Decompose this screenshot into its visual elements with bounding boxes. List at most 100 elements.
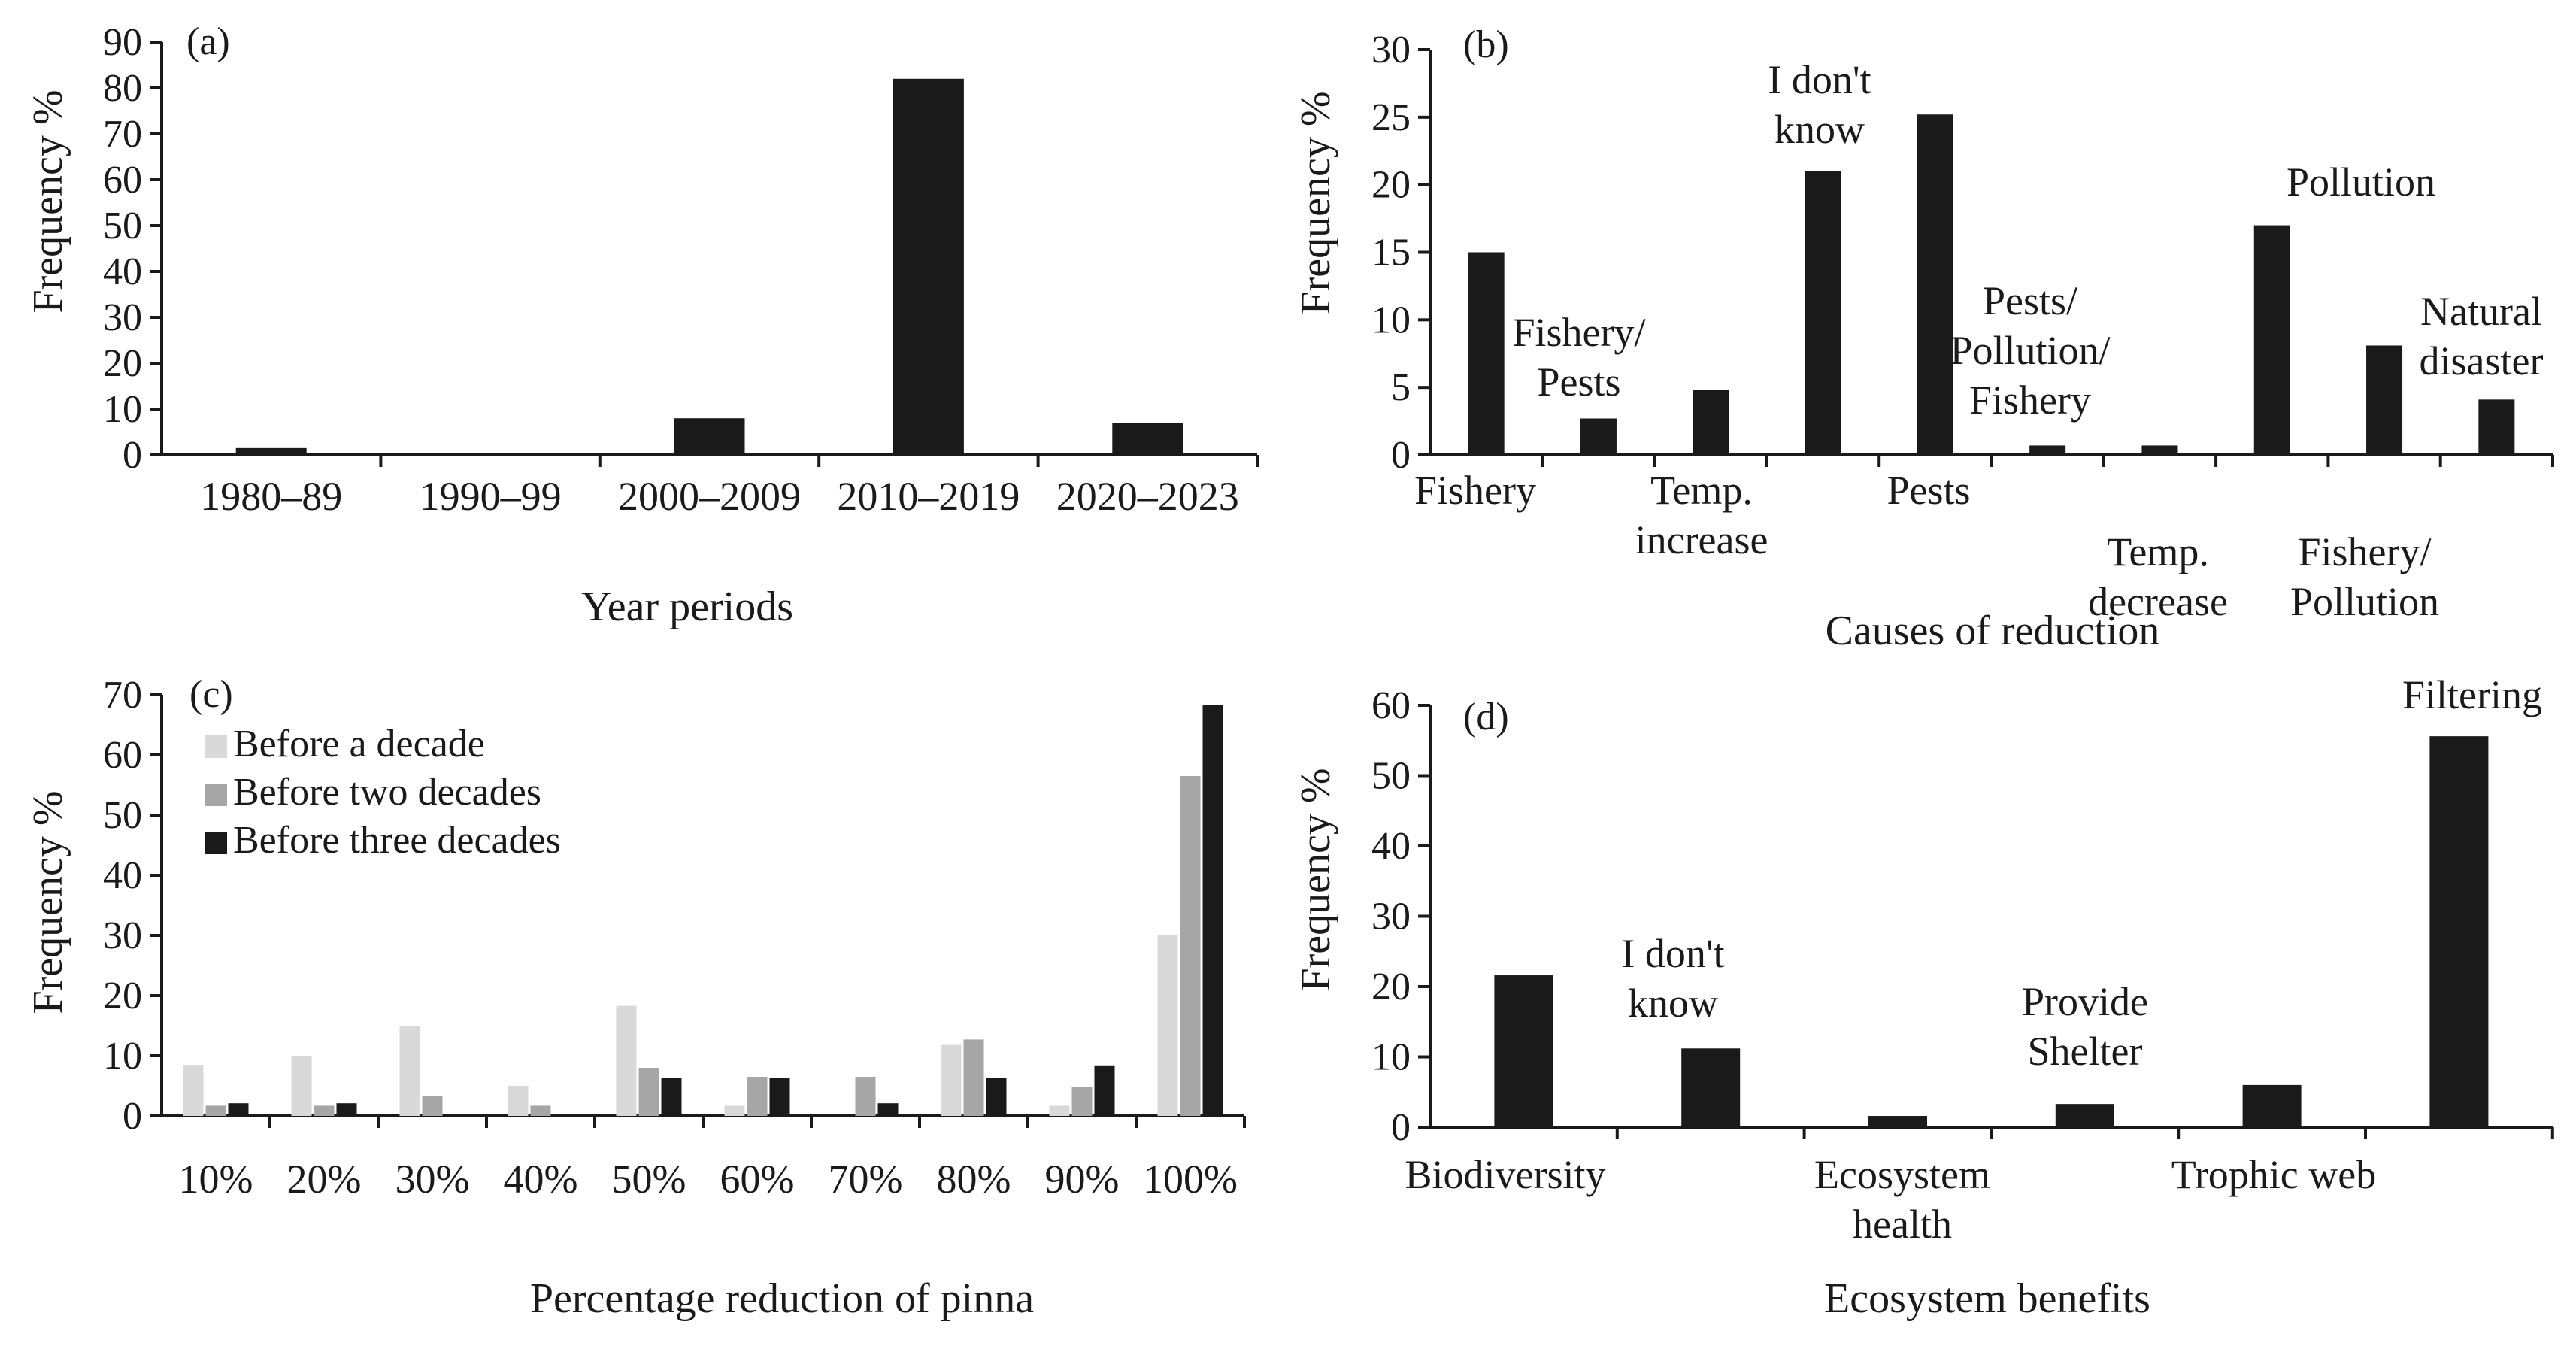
y-tick-label: 0 — [123, 1095, 142, 1138]
bar — [183, 1065, 204, 1116]
legend-swatch — [205, 735, 227, 758]
bar — [986, 1078, 1007, 1116]
y-tick-label: 30 — [103, 914, 142, 957]
bar — [1917, 114, 1953, 456]
bar — [399, 1026, 420, 1116]
bar — [616, 1005, 637, 1116]
category-label: Filtering — [2402, 672, 2542, 717]
category-label: Temp. decrease — [2088, 529, 2228, 624]
y-tick-label: 0 — [123, 434, 142, 477]
legend-swatch — [205, 784, 227, 806]
category-label: Fishery/Pests — [1512, 310, 1645, 405]
bar — [724, 1105, 745, 1116]
panel-a-x-axis — [162, 453, 1259, 467]
category-label: 2020–2023 — [1056, 474, 1239, 519]
y-tick-label: 70 — [103, 674, 142, 717]
category-label: Trophic web — [2171, 1152, 2377, 1197]
panel-d-label: (d) — [1463, 696, 1509, 738]
panel-a-category-labels: 1980–89 1990–99 2000–2009 2010–2019 2020–202… — [200, 474, 1239, 519]
y-tick-label: 10 — [103, 388, 142, 431]
y-tick-label: 80 — [103, 67, 142, 110]
category-label: 20% — [287, 1157, 362, 1202]
y-tick-label: 60 — [1371, 684, 1411, 727]
bar — [1094, 1065, 1115, 1116]
category-label: Pollution — [2287, 159, 2435, 205]
bar — [1468, 252, 1505, 455]
y-tick-label: 10 — [1371, 1036, 1411, 1079]
y-tick-label: 60 — [103, 734, 142, 777]
legend-label: Before three decades — [233, 819, 561, 862]
category-label: 100% — [1143, 1157, 1238, 1202]
category-label: 1980–89 — [200, 474, 342, 519]
panel-d-category-labels: Biodiversity I don't know Ecosystem health Pr… — [1405, 672, 2543, 1247]
panel-c-x-axis — [162, 1114, 1246, 1128]
bar — [2366, 345, 2403, 455]
category-label: 30% — [395, 1157, 470, 1202]
legend-swatch — [205, 832, 227, 854]
bar — [530, 1105, 551, 1116]
bar — [1580, 418, 1617, 455]
bar — [674, 418, 745, 455]
bar — [893, 78, 964, 456]
y-tick-label: 30 — [103, 296, 142, 339]
bar — [638, 1068, 659, 1116]
bar — [422, 1096, 443, 1116]
panel-c-bars — [183, 705, 1223, 1116]
category-label: Natural disaster — [2420, 289, 2544, 383]
panel-a-y-title: Frequency % — [25, 89, 71, 313]
y-tick-label: 25 — [1371, 96, 1411, 139]
bar — [1805, 171, 1841, 455]
category-label: Fishery/Pollution — [2290, 529, 2439, 624]
panel-a-label: (a) — [186, 20, 230, 63]
y-tick-label: 90 — [103, 21, 142, 64]
panel-d-bars — [1494, 736, 2489, 1127]
y-tick-label: 0 — [1391, 1106, 1411, 1149]
bar — [1693, 390, 1729, 455]
bar — [1180, 776, 1201, 1116]
panel-c-category-labels: 10% 20% 30% 40% 50% 60% 70% 80% 90% 100% — [179, 1157, 1238, 1202]
panel-d: 0 10 20 30 40 50 60 Biodiversity I don't know Eco… — [1293, 672, 2554, 1322]
category-label: 40% — [504, 1157, 578, 1202]
y-tick-label: 50 — [1371, 755, 1411, 798]
panel-b-category-labels: Fishery Fishery/Pests Temp. increase I don't… — [1414, 57, 2543, 624]
category-label: 2010–2019 — [837, 474, 1020, 519]
category-label: 1990–99 — [420, 474, 562, 519]
category-label: Ecosystem health — [1814, 1152, 1990, 1247]
legend-label: Before a decade — [233, 723, 485, 765]
category-label: Provide Shelter — [2022, 979, 2148, 1074]
category-label: Pests — [1887, 468, 1970, 513]
y-tick-label: 30 — [1371, 896, 1411, 938]
panel-c-y-axis: 0 10 20 30 40 50 60 70 — [103, 674, 163, 1138]
bar — [1868, 1116, 1927, 1127]
y-tick-label: 70 — [103, 113, 142, 156]
panel-c-y-title: Frequency % — [25, 790, 71, 1014]
bar — [314, 1105, 335, 1116]
bar — [508, 1086, 529, 1116]
y-tick-label: 40 — [103, 250, 142, 293]
panel-b-bars — [1468, 114, 2515, 456]
bar — [336, 1103, 357, 1116]
bar — [747, 1077, 768, 1116]
y-tick-label: 10 — [103, 1035, 142, 1078]
bar — [661, 1078, 682, 1116]
y-tick-label: 20 — [103, 342, 142, 385]
category-label: Pests/Pollution/Fishery — [1950, 278, 2110, 423]
panel-d-x-axis — [1430, 1126, 2554, 1139]
category-label: 80% — [937, 1157, 1011, 1202]
bar — [235, 447, 307, 455]
bar — [228, 1103, 249, 1116]
panel-c-label: (c) — [189, 673, 233, 716]
y-tick-label: 20 — [1371, 966, 1411, 1008]
category-label: 50% — [612, 1157, 686, 1202]
bar — [2029, 445, 2066, 455]
bar — [2242, 1084, 2302, 1127]
y-tick-label: 20 — [103, 975, 142, 1017]
panel-d-y-axis: 0 10 20 30 40 50 60 — [1371, 684, 1432, 1149]
y-tick-label: 40 — [1371, 825, 1411, 868]
panel-c-x-title: Percentage reduction of pinna — [530, 1275, 1034, 1322]
bar — [2429, 736, 2489, 1127]
panel-b-x-title: Causes of reduction — [1826, 608, 2160, 654]
y-tick-label: 60 — [103, 159, 142, 202]
